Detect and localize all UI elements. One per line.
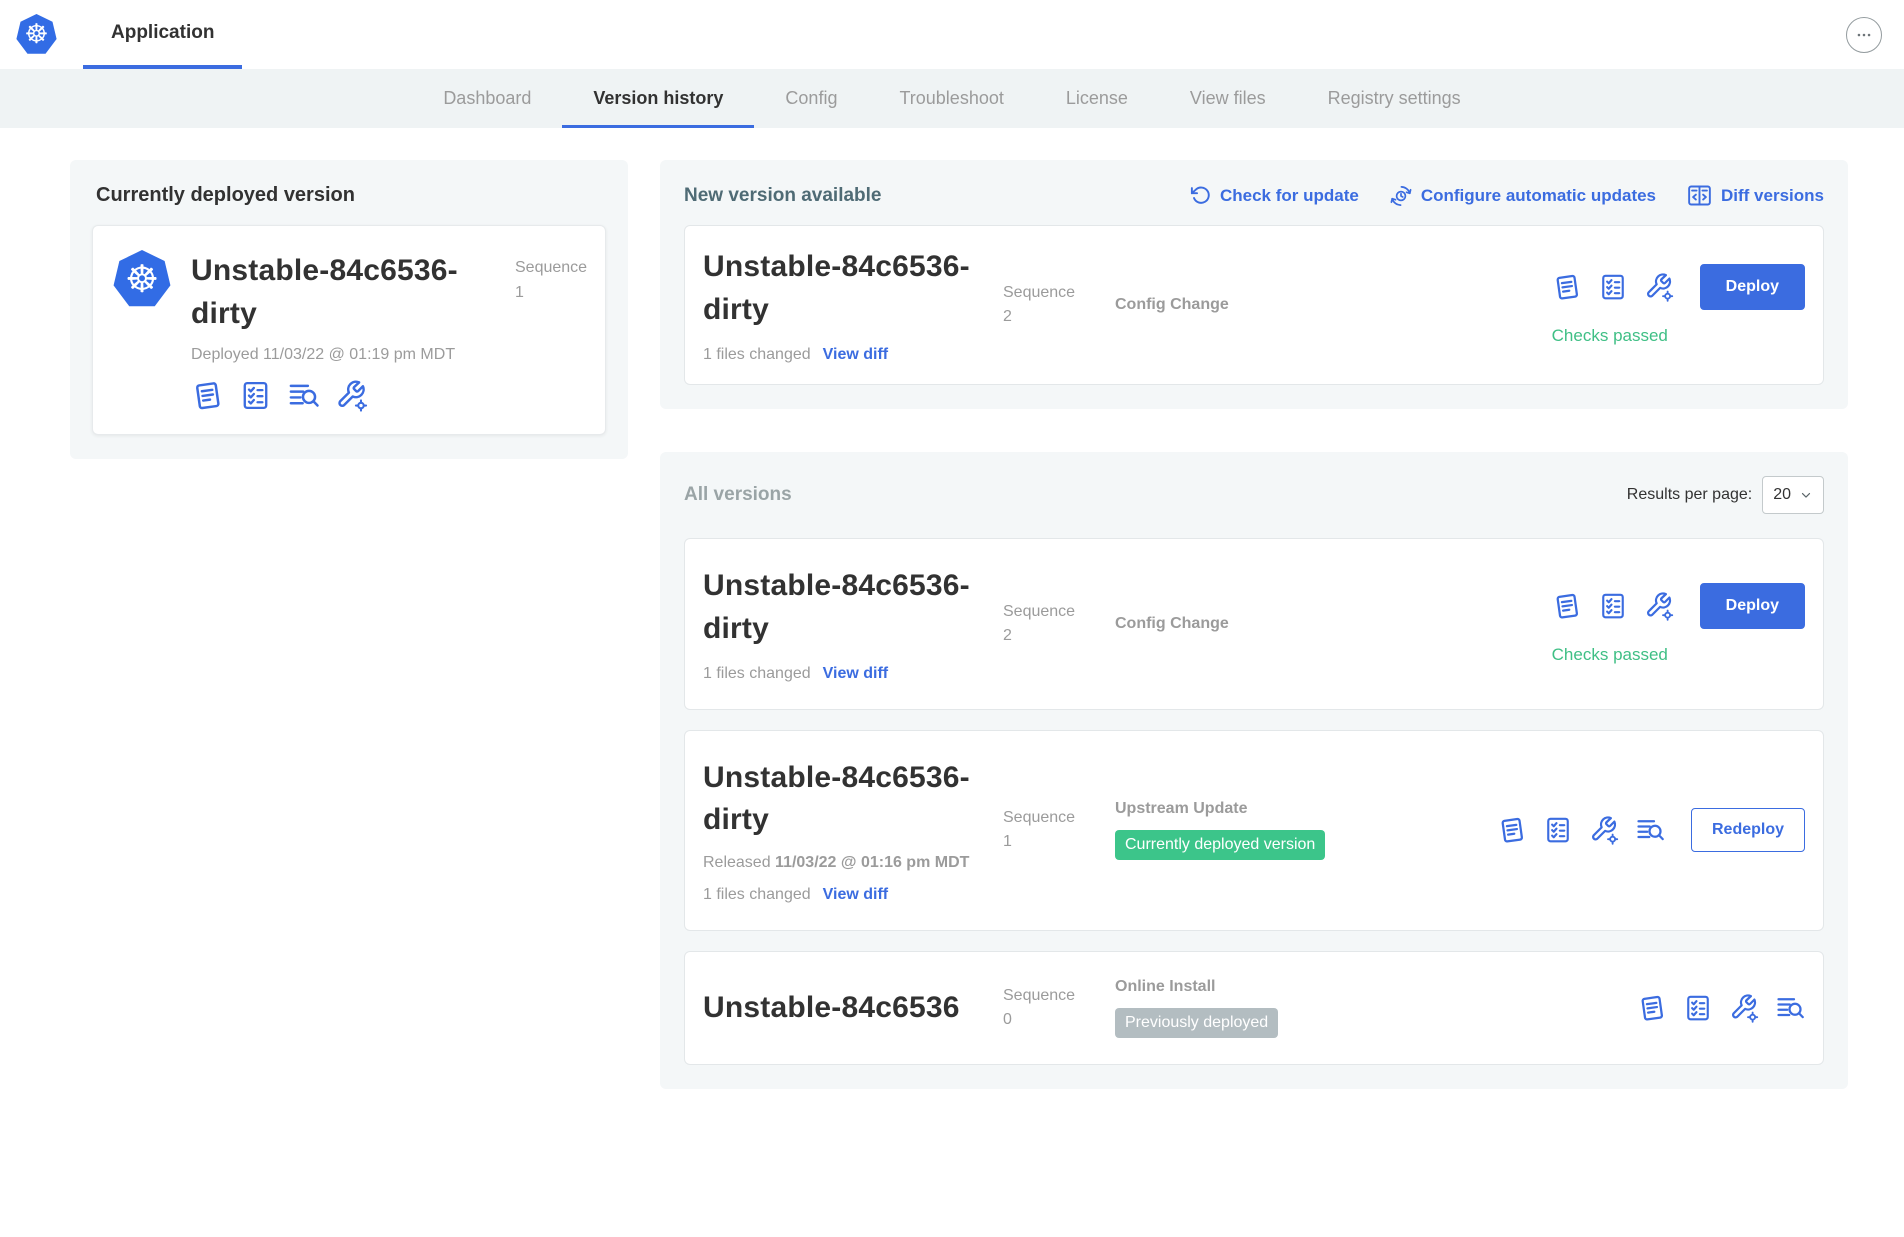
diff-icon [1686,182,1713,209]
current-deployed-timestamp: Deployed 11/03/22 @ 01:19 pm MDT [191,345,456,363]
refresh-icon [1189,184,1212,207]
version-source: Online Install [1115,978,1216,996]
current-sequence: Sequence 1 [515,259,588,301]
checks-passed-label: Checks passed [1551,325,1668,345]
deploy-logs-icon[interactable] [1635,815,1665,845]
results-per-page-label: Results per page: [1626,485,1753,503]
released-timestamp: Released 11/03/22 @ 01:16 pm MDT [703,854,970,872]
kubernetes-logo-icon: ☸ [24,19,49,50]
more-menu-button[interactable] [1846,16,1882,53]
currently-deployed-panel: Currently deployed version ☸ Unstable-84… [70,160,628,459]
config-icon[interactable] [1644,272,1674,302]
release-notes-icon[interactable] [191,379,224,412]
version-title: Unstable-84c6536-dirty [703,250,970,326]
release-notes-icon[interactable] [1497,815,1527,845]
check-for-update-link[interactable]: Check for update [1189,184,1359,207]
preflight-checks-icon[interactable] [1683,993,1713,1023]
checks-passed-label: Checks passed [1551,644,1668,664]
currently-deployed-heading: Currently deployed version [96,184,355,206]
view-diff-link[interactable]: View diff [822,345,889,363]
release-notes-icon[interactable] [1552,591,1582,621]
version-sequence: Sequence 2 [1003,602,1076,644]
auto-update-icon [1389,184,1413,208]
new-version-row: Unstable-84c6536-dirty 1 files changed Vi… [684,225,1824,385]
version-sequence: Sequence 0 [1003,987,1076,1029]
app-icon: ☸ [113,250,171,307]
app-header: ☸ Application [0,0,1904,69]
chevron-down-icon [1799,488,1813,502]
app-title: Application [111,21,215,43]
version-sequence: Sequence 2 [1003,283,1076,325]
new-version-panel: New version available Check for update C… [660,160,1848,409]
view-diff-link[interactable]: View diff [822,664,889,682]
deploy-logs-icon[interactable] [1775,993,1805,1023]
deploy-button[interactable]: Deploy [1699,582,1805,629]
deploy-button[interactable]: Deploy [1699,263,1805,310]
version-source: Config Change [1115,614,1229,632]
release-notes-icon[interactable] [1637,993,1667,1023]
version-title: Unstable-84c6536 [703,990,960,1024]
tab-dashboard[interactable]: Dashboard [443,88,532,108]
config-icon[interactable] [335,379,368,412]
app-title-tab[interactable]: Application [83,0,243,69]
version-title: Unstable-84c6536-dirty [703,568,970,645]
diff-versions-link[interactable]: Diff versions [1686,182,1824,209]
tab-troubleshoot[interactable]: Troubleshoot [899,88,1004,108]
config-icon[interactable] [1589,815,1619,845]
version-row: Unstable-84c6536 Sequence 0 Online Insta… [684,951,1824,1066]
kubernetes-logo-icon: ☸ [124,257,160,301]
tab-version-history[interactable]: Version history [562,69,754,128]
app-navbar: Dashboard Version history Config Trouble… [0,69,1904,128]
current-version-card: ☸ Unstable-84c6536-dirty Deployed 11/03/… [92,225,606,435]
version-source: Upstream Update [1115,800,1248,818]
configure-automatic-updates-link[interactable]: Configure automatic updates [1389,184,1656,208]
preflight-checks-icon[interactable] [1598,591,1628,621]
version-title: Unstable-84c6536-dirty [703,760,970,837]
files-changed-label: 1 files changed [703,886,811,904]
tab-registry-settings[interactable]: Registry settings [1327,88,1461,108]
all-versions-panel: All versions Results per page: 20 Unstab… [660,451,1848,1090]
version-sequence: Sequence 1 [1003,809,1076,851]
header-spacer [242,0,1846,69]
tab-view-files[interactable]: View files [1189,88,1266,108]
files-changed-label: 1 files changed [703,664,811,682]
current-version-title: Unstable-84c6536-dirty [191,254,458,330]
tab-license[interactable]: License [1065,88,1128,108]
all-versions-heading: All versions [684,483,792,505]
ellipsis-icon [1853,24,1875,46]
app-logo: ☸ [16,14,57,55]
files-changed-label: 1 files changed [703,345,811,363]
release-notes-icon[interactable] [1552,272,1582,302]
config-icon[interactable] [1729,993,1759,1023]
status-badge-previously-deployed: Previously deployed [1115,1008,1279,1039]
view-diff-link[interactable]: View diff [822,886,889,904]
preflight-checks-icon[interactable] [1543,815,1573,845]
redeploy-button[interactable]: Redeploy [1690,808,1805,853]
preflight-checks-icon[interactable] [239,379,272,412]
deploy-logs-icon[interactable] [287,379,320,412]
main-content: Currently deployed version ☸ Unstable-84… [0,128,1904,1090]
status-badge-currently-deployed: Currently deployed version [1115,830,1326,861]
tab-config[interactable]: Config [785,88,838,108]
version-row: Unstable-84c6536-dirty Released 11/03/22… [684,729,1824,932]
config-icon[interactable] [1644,591,1674,621]
preflight-checks-icon[interactable] [1598,272,1628,302]
new-version-heading: New version available [684,184,882,206]
version-source: Config Change [1115,295,1229,313]
version-row: Unstable-84c6536-dirty 1 files changed Vi… [684,537,1824,710]
results-per-page-select[interactable]: 20 [1762,475,1824,514]
